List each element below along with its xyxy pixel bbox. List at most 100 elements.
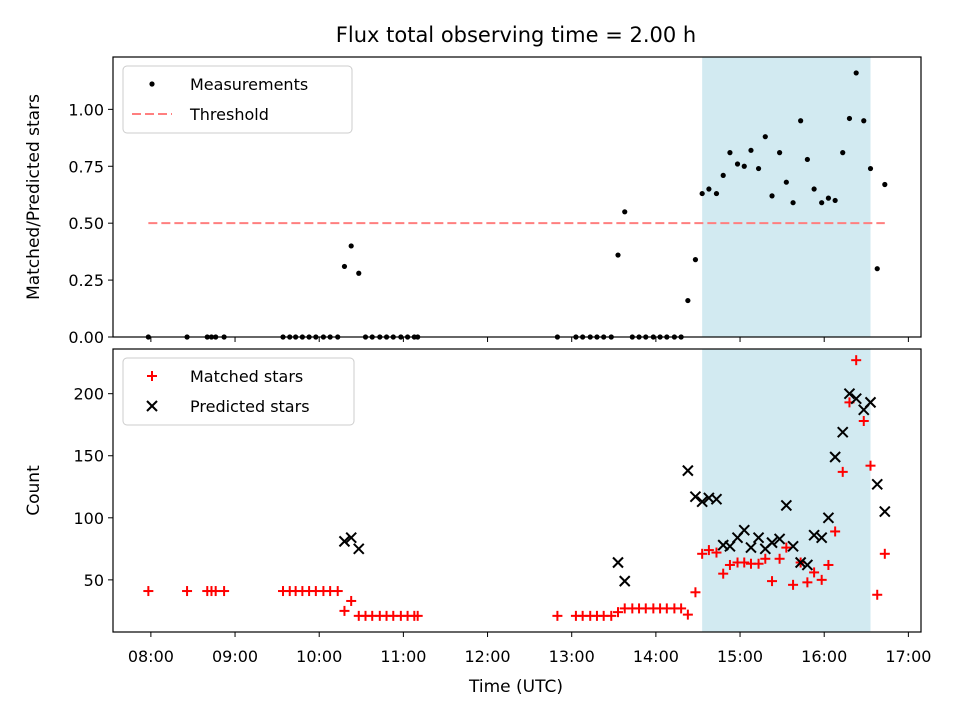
matched-star-point	[703, 545, 714, 556]
matched-star-point	[753, 558, 764, 569]
predicted-star-point	[801, 559, 814, 571]
predicted-star-point	[338, 535, 351, 548]
matched-star-point	[332, 586, 343, 597]
matched-star-point	[412, 610, 423, 621]
measurement-point	[348, 243, 354, 249]
predicted-star-point	[829, 451, 841, 463]
y-tick-label: 200	[73, 385, 104, 404]
measurement-point	[713, 190, 720, 197]
observing-window-shade	[702, 57, 871, 337]
predicted-star-point	[353, 543, 365, 555]
legend-predicted-marker	[146, 400, 158, 412]
predicted-star-point	[850, 392, 862, 405]
measurement-point	[846, 115, 853, 122]
predicted-star-point	[612, 556, 624, 569]
matched-star-point	[788, 579, 799, 590]
predicted-star-point	[815, 531, 828, 544]
measurement-point	[741, 163, 747, 169]
measurement-point	[727, 150, 733, 156]
matched-star-point	[858, 415, 869, 426]
predicted-star-point	[837, 426, 849, 438]
measurement-point	[811, 186, 817, 192]
predicted-star-point	[682, 464, 694, 477]
measurement-point	[748, 147, 754, 153]
legend-label: Predicted stars	[190, 397, 310, 416]
measurement-point	[622, 209, 628, 215]
matched-star-point	[879, 548, 890, 559]
measurement-point	[861, 118, 867, 124]
matched-star-point	[802, 577, 813, 588]
y-tick-label: 50	[84, 571, 104, 590]
y-tick-label: 0.50	[68, 214, 104, 233]
measurement-point	[804, 156, 810, 163]
chart-title: Flux total observing time = 2.00 h	[336, 23, 696, 47]
measurement-point	[755, 165, 762, 172]
predicted-star-point	[787, 540, 799, 553]
measurement-point	[790, 200, 796, 206]
matched-star-point	[767, 576, 778, 587]
x-axis-label: Time (UTC)	[468, 677, 563, 697]
x-tick-label: 09:00	[212, 647, 258, 666]
measurement-point	[692, 257, 699, 263]
matched-star-point	[606, 610, 617, 621]
predicted-star-point	[780, 499, 793, 512]
matched-star-point	[851, 355, 862, 366]
measurement-point	[867, 165, 874, 172]
measurement-point	[762, 134, 768, 140]
measurement-point	[853, 70, 859, 76]
y-tick-label: 0.25	[68, 271, 104, 290]
predicted-star-point	[879, 505, 891, 518]
observing-window-shade	[702, 349, 871, 632]
predicted-star-point	[752, 531, 765, 544]
axes-frame	[112, 348, 922, 633]
matched-star-point	[816, 574, 827, 585]
matched-star-point	[346, 595, 357, 606]
matched-star-point	[781, 542, 792, 553]
matched-star-point	[613, 607, 623, 618]
legend-label: Measurements	[190, 75, 308, 94]
matched-star-point	[809, 567, 820, 578]
legend-box	[122, 357, 355, 426]
measurement-point	[769, 193, 775, 199]
predicted-star-point	[808, 529, 820, 541]
matched-star-point	[760, 553, 771, 564]
x-tick-label: 10:00	[296, 647, 342, 666]
matched-star-point	[711, 547, 722, 558]
matched-star-point	[552, 610, 563, 621]
x-tick-label: 15:00	[717, 647, 763, 666]
predicted-star-point	[738, 524, 750, 536]
measurement-point	[706, 186, 712, 192]
matched-star-point	[718, 568, 729, 579]
bottom-panel: 50 100 150 200 08:00 09:00 10:00 11:00 12:00 13:0…	[24, 348, 931, 666]
predicted-star-point	[689, 490, 702, 503]
y-tick-label: 0.00	[68, 328, 104, 347]
x-tick-label: 13:00	[549, 647, 595, 666]
legend-label: Matched stars	[190, 367, 303, 386]
predicted-star-point	[773, 533, 786, 545]
predicted-star-point	[345, 531, 357, 544]
matched-star-point	[182, 586, 193, 597]
legend-label: Threshold	[189, 105, 269, 124]
matched-star-point	[837, 466, 848, 477]
predicted-star-point	[745, 541, 757, 554]
measurement-point	[777, 150, 783, 156]
predicted-star-point	[619, 575, 631, 587]
legend-box	[122, 65, 353, 134]
measurement-point	[720, 172, 726, 178]
measurement-point	[734, 161, 741, 167]
measurement-point	[882, 181, 888, 188]
measurement-point	[874, 266, 880, 272]
matched-star-point	[682, 609, 693, 620]
predicted-star-point	[710, 493, 723, 505]
top-panel: 0.00 0.25 0.50 0.75 1.00 Matched/Predicted st…	[24, 56, 922, 347]
matched-star-point	[739, 557, 750, 568]
predicted-star-point	[871, 478, 883, 491]
x-tick-label: 14:00	[633, 647, 679, 666]
matched-star-point	[339, 605, 350, 616]
matched-star-point	[865, 460, 876, 471]
matched-star-point	[872, 589, 883, 600]
y-tick-label: 0.75	[68, 157, 104, 176]
predicted-star-point	[843, 387, 856, 400]
legend-matched-marker	[147, 371, 157, 381]
x-tick-label: 08:00	[128, 647, 174, 666]
